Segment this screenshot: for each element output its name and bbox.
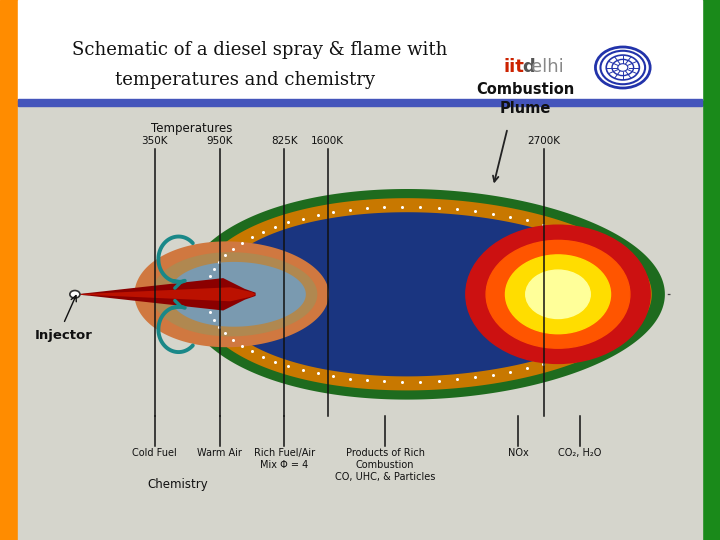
Text: Chemistry: Chemistry [148,478,208,491]
Circle shape [466,225,650,363]
Text: Cold Fuel: Cold Fuel [132,448,177,458]
Text: 825K: 825K [271,136,297,146]
Text: NOx: NOx [508,448,528,458]
Text: 350K: 350K [142,136,168,146]
Bar [0,0,18,540]
Bar [702,0,720,540]
Text: Schematic of a diesel spray & flame with: Schematic of a diesel spray & flame with [71,41,447,59]
Polygon shape [169,262,306,327]
Text: Combustion
Plume: Combustion Plume [477,83,575,116]
Text: temperatures and chemistry: temperatures and chemistry [114,71,375,90]
Text: d: d [522,58,535,77]
Bar [18,106,702,540]
Polygon shape [76,287,256,301]
Text: 2700K: 2700K [527,136,560,146]
Text: 950K: 950K [207,136,233,146]
Text: elhi: elhi [531,58,563,77]
Polygon shape [135,241,329,347]
Text: Injector: Injector [35,329,92,342]
Polygon shape [182,189,665,400]
Text: 1600K: 1600K [311,136,344,146]
Polygon shape [212,212,630,376]
Bar [18,0,702,100]
Text: CO₂, H₂O: CO₂, H₂O [558,448,601,458]
Text: Temperatures: Temperatures [151,122,233,135]
Circle shape [505,255,611,334]
Text: Products of Rich
Combustion
CO, UHC, & Particles: Products of Rich Combustion CO, UHC, & P… [335,448,436,482]
Polygon shape [152,252,318,336]
Bar [18,99,702,106]
Text: Rich Fuel/Air
Mix Φ = 4: Rich Fuel/Air Mix Φ = 4 [254,448,315,470]
Circle shape [70,291,80,298]
Polygon shape [194,198,652,390]
Text: iit: iit [504,58,525,77]
Text: Warm Air: Warm Air [197,448,242,458]
Circle shape [486,240,630,348]
Circle shape [526,270,590,319]
Polygon shape [76,278,256,310]
